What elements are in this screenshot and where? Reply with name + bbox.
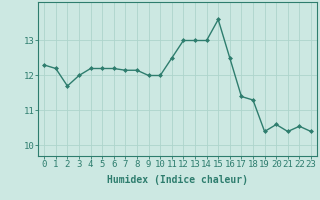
X-axis label: Humidex (Indice chaleur): Humidex (Indice chaleur) — [107, 175, 248, 185]
